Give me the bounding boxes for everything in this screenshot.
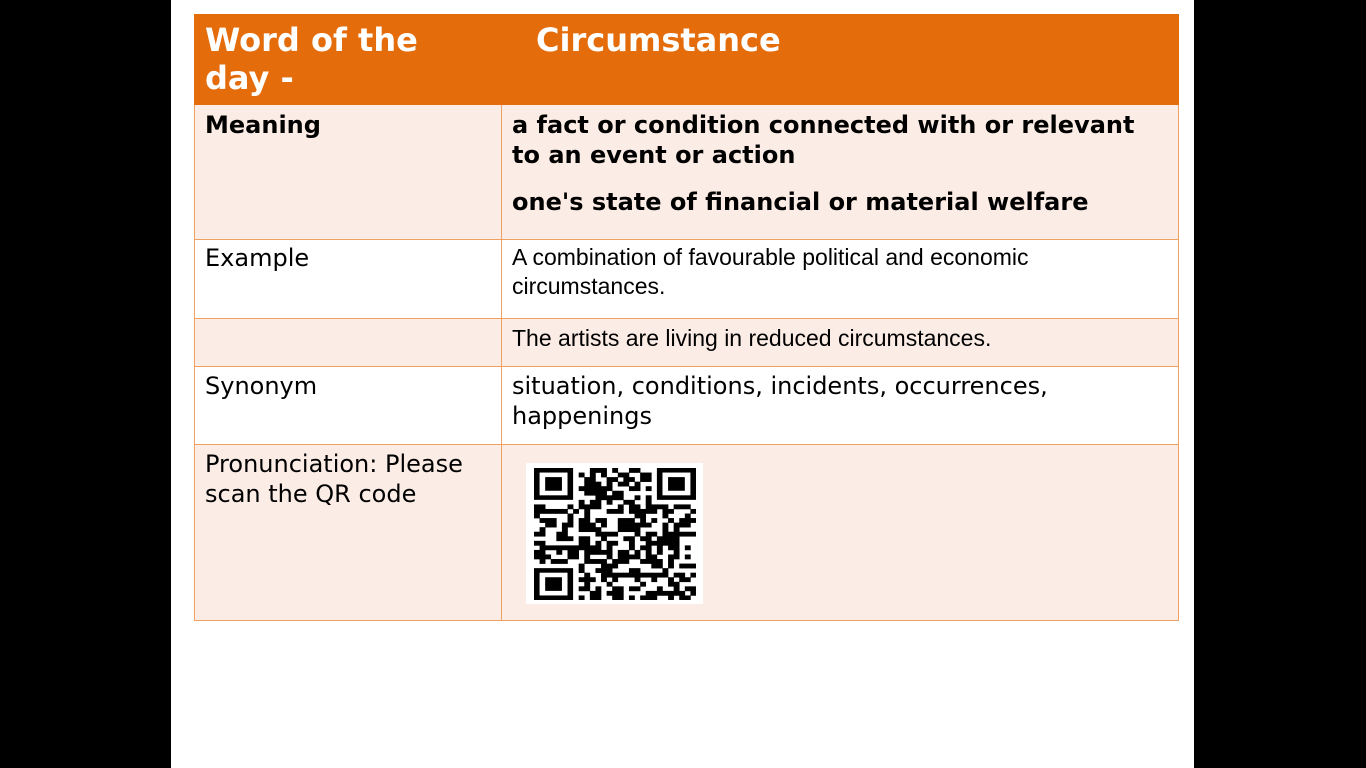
meaning-label: Meaning bbox=[194, 104, 502, 240]
synonym-value: situation, conditions, incidents, occurr… bbox=[501, 366, 1179, 445]
pronunciation-label: Pronunciation: Please scan the QR code bbox=[194, 444, 502, 621]
meaning-row: Meaning a fact or condition connected wi… bbox=[194, 104, 1179, 240]
pronunciation-cell bbox=[501, 444, 1179, 621]
pronunciation-row: Pronunciation: Please scan the QR code bbox=[194, 444, 1179, 621]
slide: Word of the day - Circumstance Meaning a… bbox=[171, 0, 1194, 768]
example-label: Example bbox=[194, 239, 502, 319]
example-row: Example A combination of favourable poli… bbox=[194, 239, 1179, 319]
synonym-row: Synonym situation, conditions, incidents… bbox=[194, 366, 1179, 445]
definition-2: one's state of financial or material wel… bbox=[512, 188, 1089, 216]
meaning-cell: a fact or condition connected with or re… bbox=[501, 104, 1179, 240]
example-sentence-1: A combination of favourable political an… bbox=[501, 239, 1179, 319]
example-sentence-2: The artists are living in reduced circum… bbox=[501, 318, 1179, 367]
word-of-the-day-table: Word of the day - Circumstance Meaning a… bbox=[194, 14, 1179, 621]
definition-1: a fact or condition connected with or re… bbox=[512, 111, 1135, 169]
header-row: Word of the day - Circumstance bbox=[194, 14, 1179, 105]
synonym-label: Synonym bbox=[194, 366, 502, 445]
empty-cell bbox=[194, 318, 502, 367]
example-row-2: The artists are living in reduced circum… bbox=[194, 318, 1179, 367]
qr-code-icon[interactable] bbox=[526, 463, 703, 604]
header-label: Word of the day - bbox=[194, 14, 502, 105]
header-word: Circumstance bbox=[501, 14, 1179, 105]
